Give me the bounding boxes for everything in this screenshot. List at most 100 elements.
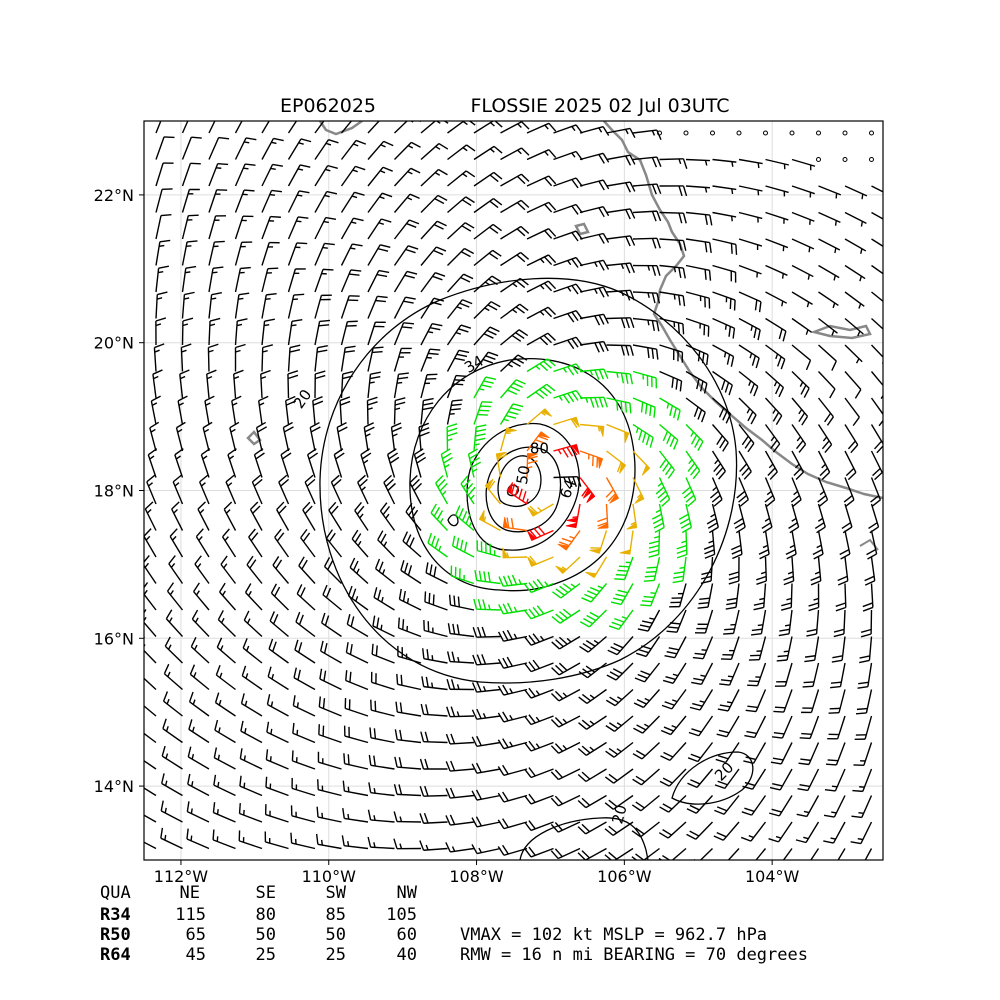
wind-barb [287,138,312,160]
wind-barb [309,421,321,452]
wind-barb [524,767,554,779]
wind-barb [383,474,396,505]
wind-barb [175,421,186,452]
wind-barb [420,731,448,744]
wind-barb [471,735,501,747]
wind-barb [791,264,814,280]
wind-barb [527,555,554,567]
wind-barb [764,424,781,453]
wind-barb [287,164,311,187]
wind-barb [844,344,863,364]
contour-label-5: 20 [608,803,630,826]
contour-label-4: 80 [530,440,549,458]
wind-barb [144,732,157,744]
wind-barb [660,742,687,761]
wind-barb [445,787,475,799]
wind-barb [783,556,795,586]
wind-barb [189,664,210,691]
wind-barb [871,211,883,220]
lake-chapala [809,324,872,340]
wind-barb [295,611,316,638]
wind-barb [854,715,873,741]
wind-barb [420,703,448,717]
wind-barb [232,369,244,399]
wind-barb [742,768,767,790]
wind-barb [276,501,290,531]
wind-barb [797,768,820,792]
row-r34-se: 80 [256,905,276,925]
wind-barb [446,423,458,452]
contour-label-2: 50 [513,464,534,486]
wind-barb [818,291,839,309]
wind-barb [292,695,316,717]
wind-barb [367,371,381,399]
wind-barb [147,448,158,478]
wind-barb [524,846,554,858]
wind-barb [842,130,848,136]
y-tick-label-2: 18°N [94,482,134,501]
wind-barb [579,286,610,298]
wind-barb [445,760,475,772]
wind-barb [635,636,661,658]
wind-barb [604,821,634,836]
wind-barb [144,759,157,770]
wind-barb [499,427,517,452]
row-r64-ne: 45 [186,945,206,965]
wind-barb [367,140,394,160]
wind-barb [500,303,529,320]
wind-barb [550,741,581,754]
wind-barb [240,720,263,744]
wind-barb [817,424,833,454]
wind-barb [738,397,757,425]
wind-barb [681,477,697,507]
wind-barb [633,715,660,734]
wind-barb [393,322,415,346]
wind-barb [685,397,706,423]
wind-barb [473,145,503,161]
wind-barb [246,555,263,584]
wind-barb [526,175,557,187]
wind-barb [162,718,183,744]
wind-barb [269,611,289,638]
wind-barb [723,609,740,635]
wind-barb [208,266,224,293]
wind-barb [553,230,583,242]
wind-barb [155,291,168,319]
wind-barb [816,130,821,136]
tres-marias-island [574,222,590,236]
wind-barb [804,636,820,663]
wind-barb [349,557,369,585]
wind-barb [791,424,807,453]
wind-barb [711,450,726,480]
wind-barb [712,344,735,367]
wind-barb [553,310,583,323]
wind-barb [659,317,685,335]
stats-vmax-mslp: VMAX = 102 kt MSLP = 962.7 hPa [460,925,767,945]
wind-barb [435,475,449,505]
wind-barb [712,397,732,424]
wind-barb [659,238,687,251]
wind-barb [314,164,338,187]
wind-barb [632,741,660,760]
wind-barb [144,555,157,584]
wind-barb [524,793,554,805]
wind-barb [632,317,660,332]
wind-barb [738,211,763,223]
wind-barb [497,738,528,750]
wind-barb [651,503,665,534]
wind-barb [614,556,634,581]
table-header-se: SE [256,883,276,903]
wind-barb [314,268,334,293]
wind-barb [314,216,337,240]
wind-barb [579,259,610,271]
wind-barb [606,208,636,220]
wind-barb [160,827,183,850]
wind-barb [550,715,581,728]
wind-barb [367,809,395,823]
wind-barb [270,583,289,611]
wind-barb [818,211,841,226]
wind-barb [717,689,740,712]
contour-20kt [319,277,738,684]
wind-barb [685,158,711,166]
wind-barb [287,242,308,266]
